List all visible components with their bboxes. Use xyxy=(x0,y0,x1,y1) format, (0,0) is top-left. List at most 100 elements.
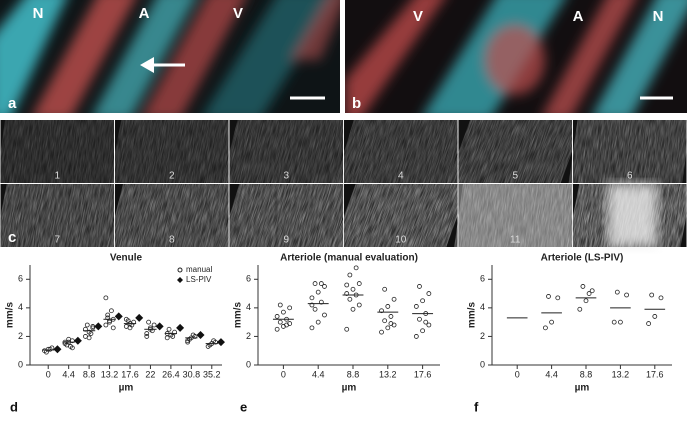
y-tick-label: 0 xyxy=(18,359,23,369)
data-point xyxy=(388,314,394,319)
x-tick-label: 26.4 xyxy=(162,369,180,379)
data-point xyxy=(172,329,177,335)
strip-noise xyxy=(220,184,353,247)
data-point xyxy=(555,295,561,301)
data-point xyxy=(211,338,217,344)
data-point xyxy=(144,334,150,339)
panel-label: f xyxy=(474,399,479,414)
strip-label: 11 xyxy=(510,235,521,246)
data-point xyxy=(658,295,664,301)
data-point xyxy=(312,306,318,312)
strip-noise xyxy=(0,120,119,183)
data-point xyxy=(86,335,92,341)
panel-label: a xyxy=(8,95,17,112)
strip-noise xyxy=(0,184,121,247)
data-point xyxy=(379,329,384,335)
strip-glow xyxy=(458,184,572,247)
strip-label: 5 xyxy=(512,171,518,182)
micrograph-b xyxy=(345,0,687,113)
data-point xyxy=(309,325,315,331)
panel-label: b xyxy=(352,95,361,112)
data-point xyxy=(586,291,592,296)
x-tick-label: 4.4 xyxy=(312,369,325,379)
data-point xyxy=(347,296,353,302)
data-point xyxy=(90,325,96,331)
legend-label: LS-PIV xyxy=(186,275,212,284)
data-point xyxy=(549,319,554,325)
data-point xyxy=(108,308,114,314)
data-point xyxy=(646,321,652,326)
data-point xyxy=(382,318,388,324)
data-point xyxy=(344,282,350,288)
x-axis-label: µm xyxy=(342,383,357,394)
data-point xyxy=(580,284,586,289)
data-point xyxy=(312,281,318,286)
strip-noise xyxy=(108,120,235,183)
data-point xyxy=(379,308,384,314)
legend-label: manual xyxy=(186,265,212,274)
data-point xyxy=(107,319,112,325)
strip-noise xyxy=(221,120,351,183)
data-point xyxy=(417,316,422,322)
strip-noise xyxy=(334,120,468,183)
image-label: A xyxy=(139,5,150,22)
x-tick-label: 4.4 xyxy=(545,369,558,379)
x-tick-label: 35.2 xyxy=(203,369,221,379)
y-tick-label: 4 xyxy=(18,302,23,312)
data-point xyxy=(353,265,359,271)
data-point xyxy=(190,332,196,338)
strip-label: 6 xyxy=(627,171,633,182)
data-point xyxy=(350,306,356,312)
chart-title: Arteriole (manual evaluation) xyxy=(280,253,418,264)
data-point xyxy=(151,322,157,328)
data-point xyxy=(164,335,170,341)
image-label: V xyxy=(233,5,243,22)
strip-noise xyxy=(107,184,237,247)
x-tick-label: 30.8 xyxy=(183,369,201,379)
data-point xyxy=(66,336,72,342)
data-point xyxy=(388,321,394,326)
data-point xyxy=(417,284,422,289)
ls-piv-point xyxy=(176,323,185,332)
data-point xyxy=(166,326,172,332)
data-point xyxy=(385,325,391,331)
ls-piv-point xyxy=(135,313,144,322)
data-point xyxy=(385,304,391,309)
data-point xyxy=(318,299,324,305)
x-tick-label: 17.6 xyxy=(414,369,432,379)
ls-piv-point xyxy=(216,338,225,347)
data-point xyxy=(127,325,133,331)
data-point xyxy=(309,295,315,301)
y-axis-label: mm/s xyxy=(5,302,16,329)
y-tick-label: 4 xyxy=(246,302,251,312)
data-point xyxy=(546,294,551,299)
data-point xyxy=(322,312,327,318)
legend-marker xyxy=(177,267,183,273)
data-point xyxy=(277,302,283,308)
data-point xyxy=(344,291,350,296)
x-tick-label: 8.8 xyxy=(347,369,360,379)
data-point xyxy=(284,322,289,328)
data-point xyxy=(611,319,617,325)
x-tick-label: 17.6 xyxy=(121,369,139,379)
strip-noise xyxy=(447,120,584,183)
strip-label: 1 xyxy=(54,171,60,182)
x-tick-label: 13.2 xyxy=(612,369,630,379)
data-point xyxy=(420,298,426,304)
data-point xyxy=(426,322,432,328)
y-tick-label: 6 xyxy=(18,274,23,284)
ls-piv-point xyxy=(114,312,123,321)
data-point xyxy=(413,334,419,339)
data-point xyxy=(426,291,432,296)
data-point xyxy=(322,284,327,289)
strip-noise xyxy=(332,184,470,247)
y-tick-label: 2 xyxy=(18,331,23,341)
strip-label: 10 xyxy=(395,235,407,246)
x-tick-label: 0 xyxy=(515,369,520,379)
x-axis-label: µm xyxy=(119,383,134,394)
data-point xyxy=(110,325,116,331)
data-point xyxy=(618,319,623,325)
strip-label: 3 xyxy=(283,171,289,182)
line-scan-strips: 1 2 3 4 5 6 7 8 9 10 11 xyxy=(0,120,687,247)
data-point xyxy=(207,342,213,348)
